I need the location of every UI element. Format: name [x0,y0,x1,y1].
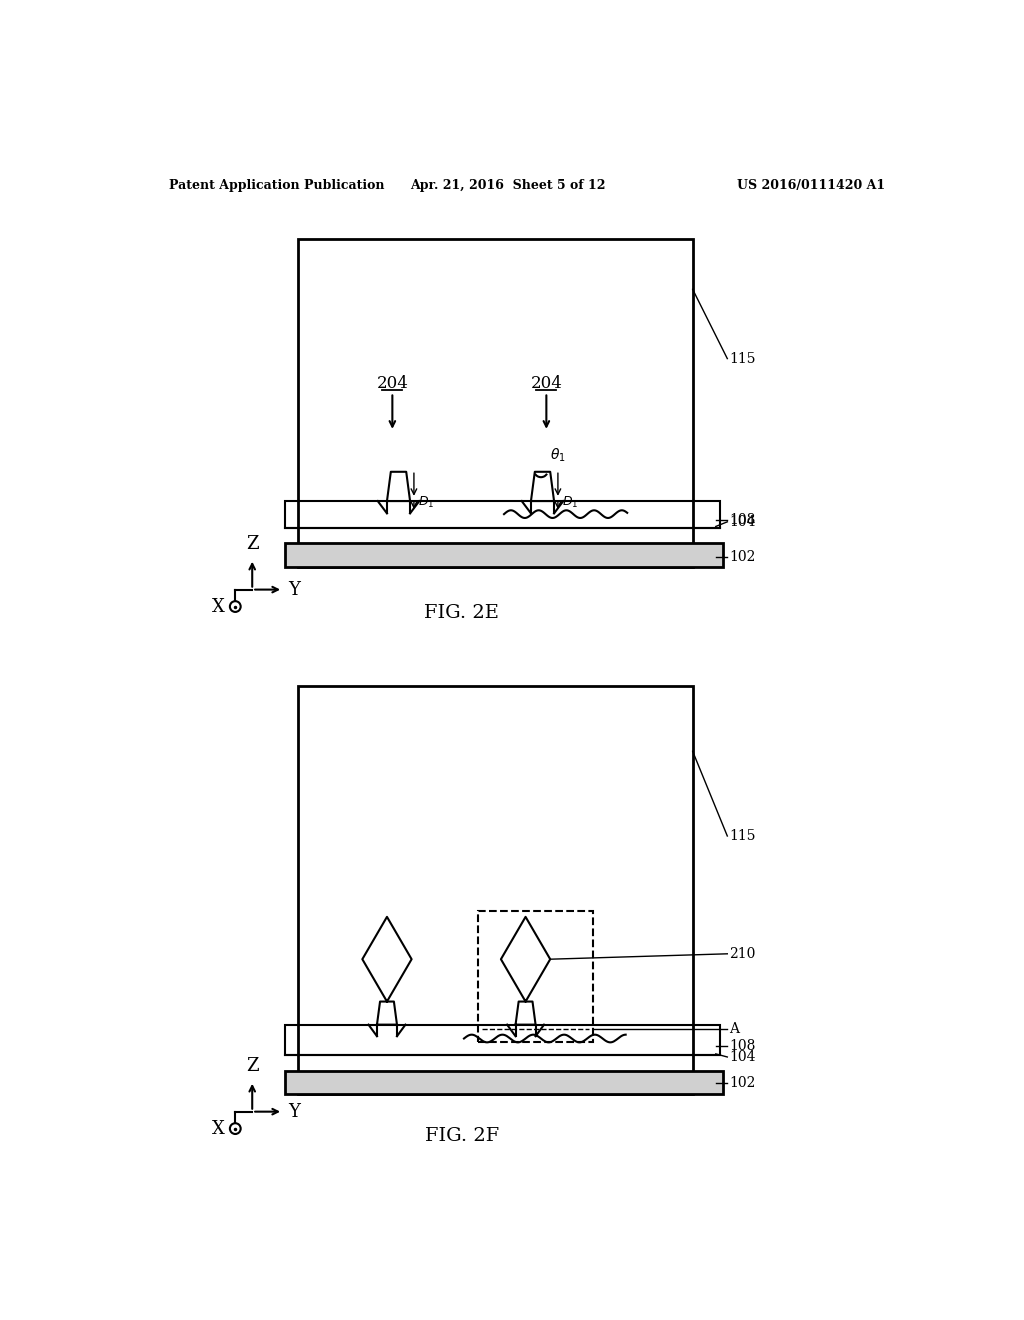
Bar [285,1071,724,1094]
Bar [285,502,720,528]
Text: 102: 102 [729,1076,756,1090]
Text: 108: 108 [729,513,756,527]
Text: 204: 204 [530,375,562,392]
Text: Z: Z [246,536,258,553]
Text: FIG. 2F: FIG. 2F [425,1127,499,1146]
Text: 104: 104 [729,1049,756,1064]
Text: X: X [212,1119,224,1138]
Text: A: A [729,1022,739,1036]
Text: $\theta_1$: $\theta_1$ [550,446,566,465]
Text: Apr. 21, 2016  Sheet 5 of 12: Apr. 21, 2016 Sheet 5 of 12 [410,178,605,191]
Text: Y: Y [289,581,300,598]
Text: 108: 108 [729,1039,756,1053]
Text: Z: Z [246,1057,258,1076]
Text: $D_1$: $D_1$ [418,495,434,510]
Text: 204: 204 [377,375,409,392]
Text: X: X [212,598,224,615]
Bar [285,1024,720,1056]
Text: 104: 104 [729,515,756,529]
Text: 115: 115 [729,829,756,843]
Bar [285,544,724,566]
Text: FIG. 2E: FIG. 2E [424,603,499,622]
Text: $D_1$: $D_1$ [562,495,579,510]
Text: 102: 102 [729,550,756,564]
Text: Y: Y [289,1102,300,1121]
Bar [478,911,593,1041]
Text: Patent Application Publication: Patent Application Publication [169,178,385,191]
Bar [298,239,692,566]
Text: 115: 115 [729,351,756,366]
Bar [298,686,692,1094]
Text: US 2016/0111420 A1: US 2016/0111420 A1 [737,178,885,191]
Text: 210: 210 [729,946,756,961]
